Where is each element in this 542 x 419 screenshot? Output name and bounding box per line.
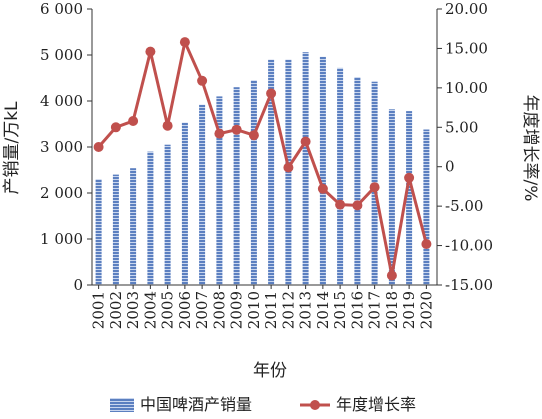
line-layer: [93, 37, 432, 281]
growth-point-2005: [162, 120, 173, 131]
growth-point-2013: [300, 136, 311, 147]
growth-point-2008: [214, 128, 225, 139]
x-tick-label: 2018: [383, 291, 401, 329]
left-y-tick-label: 4 000: [40, 92, 83, 110]
left-y-tick-label: 5 000: [40, 46, 83, 64]
legend-label-bar: 中国啤酒产销量: [140, 395, 252, 414]
bar-2011: [268, 59, 275, 285]
growth-point-2020: [421, 239, 432, 249]
growth-point-2004: [145, 46, 156, 57]
x-tick-label: 2009: [228, 291, 246, 329]
x-tick-label: 2007: [193, 291, 211, 329]
right-y-tick-label: 15.00: [445, 39, 488, 57]
legend: 中国啤酒产销量 年度增长率: [110, 395, 416, 414]
bar-2016: [354, 77, 361, 285]
bar-2018: [388, 109, 395, 285]
growth-point-2019: [404, 172, 415, 183]
growth-point-2006: [179, 37, 190, 48]
right-y-tick-label: 5.00: [445, 118, 478, 136]
left-y-tick-label: 3 000: [40, 138, 83, 156]
growth-point-2018: [386, 270, 397, 281]
bar-2009: [233, 87, 240, 285]
bar-2007: [199, 104, 206, 285]
right-y-tick-label: 10.00: [445, 79, 488, 97]
x-tick-label: 2002: [107, 291, 125, 329]
legend-line-marker: [310, 400, 320, 410]
x-tick-label: 2020: [417, 291, 435, 329]
bar-2004: [147, 151, 154, 285]
x-tick-label: 2011: [262, 291, 280, 329]
right-y-axis-title: 年度增长率/%: [520, 95, 540, 202]
bars-layer: [95, 52, 430, 286]
x-tick-label: 2010: [245, 291, 263, 329]
growth-point-2017: [369, 182, 380, 193]
right-y-tick-label: -10.00: [445, 237, 493, 255]
growth-point-2003: [128, 116, 139, 126]
x-tick-label: 2006: [176, 291, 194, 329]
x-axis-title: 年份: [253, 361, 287, 381]
x-tick-label: 2014: [314, 291, 332, 329]
left-y-axis-title: 产销量/万kL: [2, 101, 22, 195]
growth-point-2002: [110, 122, 121, 133]
bar-2015: [337, 67, 344, 286]
growth-point-2007: [197, 75, 208, 86]
right-y-tick-label: 20.00: [445, 0, 488, 18]
bar-2005: [164, 144, 171, 285]
left-y-tick-label: 2 000: [40, 184, 83, 202]
x-tick-label: 2001: [90, 291, 108, 329]
ticks-layer: 0 1 000 2 000 3 000 4 000 5 000 6 000 -15.00 -10…: [40, 0, 493, 329]
bar-2020: [423, 129, 430, 285]
growth-point-2015: [335, 199, 346, 210]
x-tick-label: 2013: [297, 291, 315, 329]
bar-2003: [130, 168, 137, 285]
x-tick-label: 2008: [210, 291, 228, 329]
growth-point-2011: [266, 88, 277, 99]
left-y-tick-label: 6 000: [40, 0, 83, 18]
x-tick-label: 2003: [124, 291, 142, 329]
legend-bar-swatch: [110, 398, 134, 412]
left-y-tick-label: 0: [73, 276, 83, 294]
growth-point-2016: [352, 200, 363, 211]
growth-point-2009: [231, 124, 242, 135]
bar-2014: [319, 56, 326, 285]
right-y-tick-label: -15.00: [445, 276, 493, 294]
bar-2019: [406, 111, 413, 285]
growth-point-2001: [93, 142, 104, 152]
axes-layer: [87, 8, 442, 289]
bar-2013: [302, 52, 309, 286]
bar-2010: [250, 80, 257, 285]
bar-2006: [181, 122, 188, 285]
right-y-tick-label: 0: [445, 158, 455, 176]
right-y-tick-label: -5.00: [445, 197, 483, 215]
growth-point-2012: [283, 162, 294, 173]
bar-2008: [216, 96, 223, 286]
x-tick-label: 2005: [159, 291, 177, 329]
x-tick-label: 2012: [279, 291, 297, 329]
bar-2002: [112, 174, 119, 285]
left-y-tick-label: 1 000: [40, 230, 83, 248]
x-tick-label: 2015: [331, 291, 349, 329]
x-tick-label: 2017: [366, 291, 384, 329]
x-tick-label: 2004: [141, 291, 159, 329]
growth-point-2010: [248, 130, 259, 141]
legend-label-line: 年度增长率: [336, 395, 416, 414]
bar-2001: [95, 179, 102, 285]
growth-point-2014: [317, 183, 328, 194]
x-tick-label: 2016: [348, 291, 366, 329]
x-tick-label: 2019: [400, 291, 418, 329]
